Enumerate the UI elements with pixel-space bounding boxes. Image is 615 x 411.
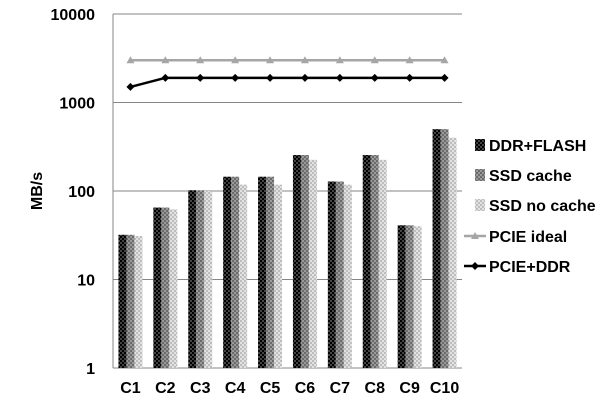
bar xyxy=(196,190,205,368)
bar xyxy=(239,184,248,368)
legend-swatch xyxy=(475,169,485,181)
bar xyxy=(405,225,414,368)
point-marker xyxy=(161,73,170,82)
point-marker xyxy=(440,56,449,64)
x-tick-label: C8 xyxy=(365,380,386,397)
bar xyxy=(343,184,352,368)
point-marker xyxy=(196,73,205,82)
bar xyxy=(231,176,240,368)
point-marker xyxy=(405,73,414,82)
bar xyxy=(335,181,344,368)
point-marker xyxy=(370,73,379,82)
point-marker xyxy=(231,73,240,82)
bar xyxy=(223,176,232,368)
bar xyxy=(448,137,457,368)
y-tick-label: 1 xyxy=(86,361,95,378)
y-tick-labels: 1 10 100 1000 10000 xyxy=(51,7,96,378)
bar xyxy=(161,207,170,368)
point-marker xyxy=(231,56,240,64)
series-line xyxy=(130,76,445,89)
bar xyxy=(440,129,449,368)
legend-label: PCIE ideal xyxy=(489,229,567,246)
y-axis-label: MB/s xyxy=(29,172,46,210)
bar xyxy=(153,207,162,368)
bar xyxy=(327,181,336,368)
x-tick-label: C5 xyxy=(260,380,281,397)
legend-swatch xyxy=(475,199,485,211)
legend-label: DDR+FLASH xyxy=(489,138,586,155)
bar xyxy=(266,176,275,368)
point-marker xyxy=(300,73,309,82)
bar xyxy=(258,176,267,368)
y-tick-label: 10 xyxy=(77,273,95,290)
legend-swatch xyxy=(475,139,485,151)
y-tick-label: 10000 xyxy=(51,7,96,24)
legend-label: SSD cache xyxy=(489,168,572,185)
legend-marker xyxy=(471,232,479,239)
bar xyxy=(432,129,441,368)
bar xyxy=(274,184,283,368)
legend: DDR+FLASH SSD cache SSD no cache PCIE ideal… xyxy=(464,138,596,276)
point-marker xyxy=(126,56,135,64)
bar xyxy=(308,159,317,368)
legend-label: PCIE+DDR xyxy=(489,259,571,276)
point-marker xyxy=(370,56,379,64)
bar xyxy=(362,155,371,368)
lines xyxy=(126,56,449,91)
legend-marker xyxy=(471,262,479,270)
bar xyxy=(188,190,197,368)
bar xyxy=(370,155,379,368)
bar xyxy=(397,225,406,368)
legend-label: SSD no cache xyxy=(489,198,596,215)
bar xyxy=(118,234,127,368)
point-marker xyxy=(300,56,309,64)
bar xyxy=(292,155,301,368)
point-marker xyxy=(335,56,344,64)
bar xyxy=(134,236,143,368)
bar xyxy=(126,234,135,368)
bar xyxy=(204,191,213,368)
x-tick-label: C9 xyxy=(399,380,420,397)
x-tick-label: C6 xyxy=(295,380,316,397)
point-marker xyxy=(161,56,170,64)
bar xyxy=(300,155,309,368)
point-marker xyxy=(196,56,205,64)
point-marker xyxy=(266,56,275,64)
x-tick-labels: C1 C2 C3 C4 C5 C6 C7 C8 C9 C10 xyxy=(120,380,459,397)
x-tick-label: C7 xyxy=(330,380,351,397)
point-marker xyxy=(126,82,135,91)
x-tick-label: C3 xyxy=(190,380,211,397)
point-marker xyxy=(335,73,344,82)
point-marker xyxy=(266,73,275,82)
x-tick-label: C4 xyxy=(225,380,246,397)
x-tick-label: C10 xyxy=(430,380,459,397)
point-marker xyxy=(440,73,449,82)
bar xyxy=(413,226,422,368)
point-marker xyxy=(405,56,414,64)
bars xyxy=(118,129,457,368)
x-tick-label: C2 xyxy=(155,380,176,397)
bar xyxy=(378,159,387,368)
y-tick-label: 1000 xyxy=(59,96,95,113)
bar xyxy=(169,209,178,368)
x-tick-label: C1 xyxy=(120,380,141,397)
y-tick-label: 100 xyxy=(68,184,95,201)
